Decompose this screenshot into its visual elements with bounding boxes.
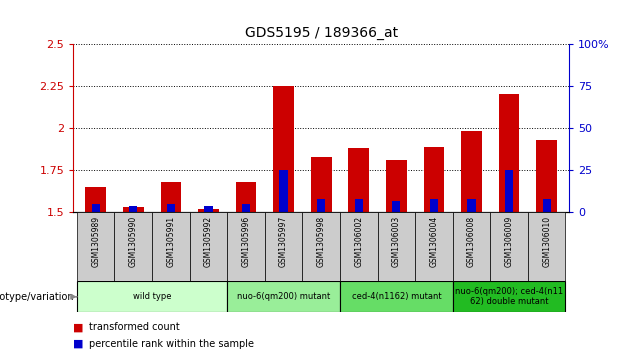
Bar — [430, 199, 438, 212]
Text: GSM1305989: GSM1305989 — [91, 216, 100, 267]
Text: GSM1305990: GSM1305990 — [128, 216, 138, 267]
Bar — [340, 212, 378, 281]
Bar — [378, 212, 415, 281]
Bar — [227, 281, 340, 312]
Text: GSM1305997: GSM1305997 — [279, 216, 288, 267]
Bar — [490, 212, 528, 281]
Text: transformed count: transformed count — [89, 322, 180, 333]
Bar — [499, 94, 520, 212]
Bar — [152, 212, 190, 281]
Title: GDS5195 / 189366_at: GDS5195 / 189366_at — [245, 26, 398, 40]
Bar — [543, 199, 551, 212]
Bar — [453, 212, 490, 281]
Bar — [114, 212, 152, 281]
Bar — [92, 204, 100, 212]
Bar — [273, 86, 294, 212]
Bar — [467, 199, 476, 212]
Bar — [311, 157, 331, 212]
Bar — [505, 170, 513, 212]
Bar — [190, 212, 227, 281]
Bar — [424, 147, 445, 212]
Bar — [123, 207, 144, 212]
Bar — [129, 205, 137, 212]
Text: GSM1306010: GSM1306010 — [542, 216, 551, 267]
Bar — [265, 212, 302, 281]
Bar — [198, 209, 219, 212]
Text: nuo-6(qm200); ced-4(n11
62) double mutant: nuo-6(qm200); ced-4(n11 62) double mutan… — [455, 287, 563, 306]
Bar — [453, 281, 565, 312]
Text: ■: ■ — [73, 339, 87, 349]
Text: genotype/variation: genotype/variation — [0, 292, 74, 302]
Bar — [204, 205, 212, 212]
Text: GSM1305996: GSM1305996 — [242, 216, 251, 267]
Bar — [317, 199, 326, 212]
Bar — [536, 140, 557, 212]
Bar — [355, 199, 363, 212]
Bar — [415, 212, 453, 281]
Bar — [302, 212, 340, 281]
Text: GSM1305998: GSM1305998 — [317, 216, 326, 267]
Bar — [340, 281, 453, 312]
Text: nuo-6(qm200) mutant: nuo-6(qm200) mutant — [237, 292, 330, 301]
Text: GSM1306008: GSM1306008 — [467, 216, 476, 267]
Bar — [528, 212, 565, 281]
Text: GSM1306003: GSM1306003 — [392, 216, 401, 267]
Text: ■: ■ — [73, 322, 87, 333]
Bar — [167, 204, 175, 212]
Text: GSM1306009: GSM1306009 — [504, 216, 514, 267]
Text: GSM1305992: GSM1305992 — [204, 216, 213, 267]
Bar — [242, 204, 250, 212]
Bar — [227, 212, 265, 281]
Text: GSM1306004: GSM1306004 — [429, 216, 438, 267]
Bar — [349, 148, 369, 212]
Bar — [85, 187, 106, 212]
Text: GSM1306002: GSM1306002 — [354, 216, 363, 267]
Bar — [392, 200, 401, 212]
Text: percentile rank within the sample: percentile rank within the sample — [89, 339, 254, 349]
Text: GSM1305991: GSM1305991 — [167, 216, 176, 267]
Bar — [236, 182, 256, 212]
Text: wild type: wild type — [133, 292, 171, 301]
Bar — [386, 160, 406, 212]
Bar — [77, 212, 114, 281]
Bar — [77, 281, 227, 312]
Bar — [461, 131, 482, 212]
Text: ced-4(n1162) mutant: ced-4(n1162) mutant — [352, 292, 441, 301]
Bar — [279, 170, 287, 212]
Bar — [160, 182, 181, 212]
